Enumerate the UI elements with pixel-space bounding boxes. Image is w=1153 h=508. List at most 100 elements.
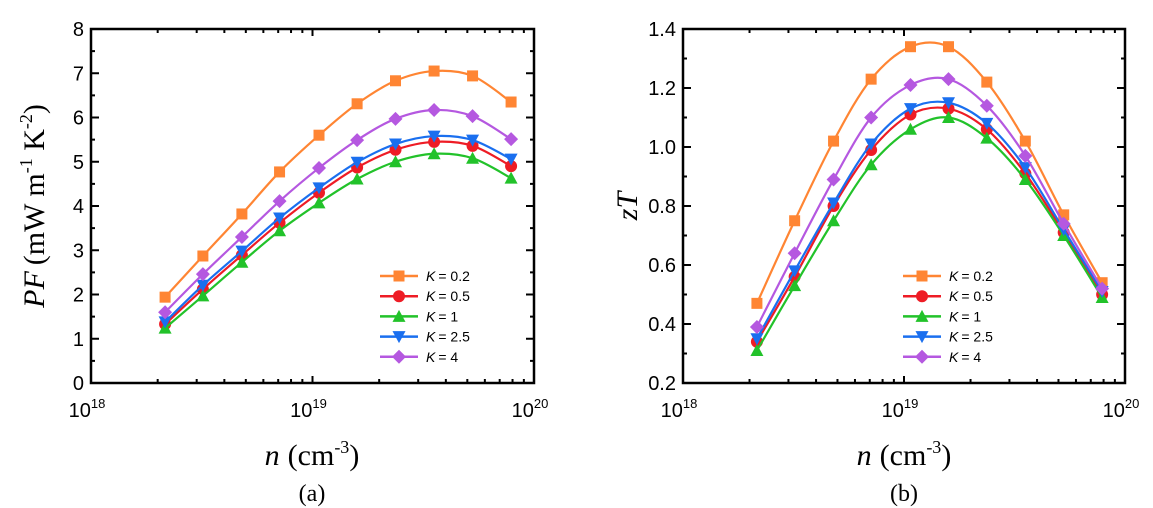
x-tick-base: 10 xyxy=(661,400,683,422)
data-point xyxy=(788,265,802,278)
legend-marker xyxy=(393,290,405,303)
legend-value: = 1 xyxy=(961,308,981,324)
data-point xyxy=(1018,172,1032,185)
legend-label: K = 0.2 xyxy=(426,268,470,284)
data-point xyxy=(235,245,249,258)
legend-value: = 2.5 xyxy=(438,329,470,345)
legend-item: K = 2.5 xyxy=(380,329,470,345)
data-point xyxy=(389,155,403,168)
legend-marker xyxy=(915,349,929,364)
data-point xyxy=(1018,148,1033,163)
legend-k: K xyxy=(949,349,959,365)
legend-marker xyxy=(392,331,406,344)
data-point xyxy=(312,196,326,209)
x-axis-unit-exponent: -3 xyxy=(334,437,349,457)
legend-marker xyxy=(916,290,928,303)
data-point xyxy=(427,102,442,117)
data-point xyxy=(196,289,210,302)
data-point xyxy=(789,215,801,227)
y-tick-label: 1 xyxy=(73,329,84,351)
x-tick-label: 1019 xyxy=(882,396,919,422)
data-point xyxy=(979,98,994,113)
y-tick-label: 0 xyxy=(73,373,84,395)
series-k-4 xyxy=(749,72,1110,334)
x-axis-unit-exponent: -3 xyxy=(926,437,941,457)
data-point xyxy=(505,160,518,173)
legend-item: K = 0.2 xyxy=(380,268,470,284)
legend-item: K = 0.5 xyxy=(903,288,993,304)
x-tick-label: 1019 xyxy=(290,396,327,422)
x-tick-label: 1020 xyxy=(1103,396,1140,422)
legend-marker xyxy=(916,270,928,282)
data-point xyxy=(350,156,364,169)
x-tick-label: 1018 xyxy=(69,396,106,422)
series-line xyxy=(164,69,512,298)
y-axis-unit-close: ) xyxy=(18,104,51,114)
data-point xyxy=(788,279,802,292)
legend-value: = 4 xyxy=(961,349,981,365)
legend-label: K = 4 xyxy=(949,349,981,365)
y-axis-unit: K xyxy=(18,129,51,159)
x-tick-exponent: 19 xyxy=(312,396,326,411)
data-point xyxy=(942,111,956,123)
x-tick-label: 1020 xyxy=(512,396,549,422)
data-point xyxy=(312,160,327,175)
legend-k: K xyxy=(426,349,436,365)
series-k-0-2 xyxy=(159,65,517,303)
x-tick-base: 10 xyxy=(69,400,91,422)
data-point xyxy=(465,109,480,124)
data-point xyxy=(749,319,764,334)
data-point xyxy=(827,197,841,210)
legend-item: K = 4 xyxy=(380,349,458,365)
y-tick-label: 7 xyxy=(73,63,84,85)
y-tick-label: 3 xyxy=(73,240,84,262)
series-line xyxy=(755,76,1104,328)
data-point xyxy=(1056,216,1071,231)
x-tick-base: 10 xyxy=(1103,400,1125,422)
data-point xyxy=(864,138,878,151)
panel-label: (a) xyxy=(299,481,326,507)
y-axis-unit: (mW m xyxy=(18,173,51,265)
data-point xyxy=(1019,135,1031,147)
data-point xyxy=(273,212,287,225)
data-point xyxy=(272,194,287,209)
y-tick-label: 4 xyxy=(73,196,84,218)
series-line xyxy=(755,116,1104,352)
data-point xyxy=(1018,162,1032,175)
data-point xyxy=(904,41,916,53)
x-axis-unit: (cm xyxy=(880,439,927,472)
x-tick-base: 10 xyxy=(290,400,312,422)
data-point xyxy=(1058,209,1070,221)
data-point xyxy=(467,70,479,82)
x-tick-exponent: 18 xyxy=(683,396,697,411)
data-point xyxy=(865,73,877,85)
legend-k: K xyxy=(949,268,959,284)
y-tick-label: 1.4 xyxy=(648,19,676,41)
legend-item: K = 0.5 xyxy=(380,288,470,304)
data-point xyxy=(427,130,441,143)
data-point xyxy=(388,111,403,126)
legend-label: K = 2.5 xyxy=(426,329,470,345)
legend-k: K xyxy=(949,308,959,324)
data-point xyxy=(195,267,210,282)
data-point xyxy=(350,133,365,148)
legend-item: K = 1 xyxy=(380,308,458,324)
data-point xyxy=(903,78,918,93)
legend-label: K = 0.2 xyxy=(949,268,993,284)
x-tick-exponent: 20 xyxy=(1125,396,1139,411)
data-point xyxy=(864,158,878,171)
data-point xyxy=(942,97,956,110)
legend-marker xyxy=(915,309,929,322)
series-line xyxy=(164,152,512,329)
data-point xyxy=(158,305,173,320)
y-tick-label: 1.0 xyxy=(648,137,676,159)
data-point xyxy=(504,132,519,147)
legend-k: K xyxy=(426,308,436,324)
legend-k: K xyxy=(426,329,436,345)
x-axis-var: n xyxy=(265,439,280,472)
data-point xyxy=(159,291,171,303)
legend-k: K xyxy=(426,288,436,304)
data-point xyxy=(428,65,440,77)
legend: K = 0.2K = 0.5K = 1K = 2.5K = 4 xyxy=(903,268,993,365)
